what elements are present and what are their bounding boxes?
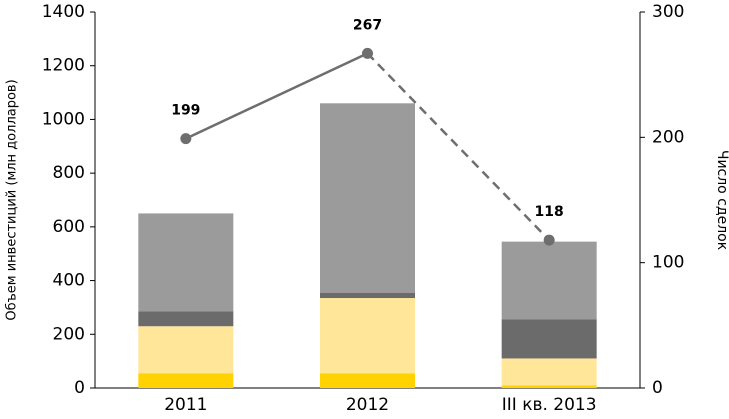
- bar-segment: [501, 358, 597, 386]
- bar-segment: [138, 213, 234, 312]
- bar-segment: [138, 311, 234, 327]
- y-tick-label: 1200: [42, 56, 85, 76]
- y-tick-label: 1400: [42, 2, 85, 22]
- line-point: [180, 133, 192, 145]
- y2-tick-label: 300: [652, 2, 684, 22]
- y2-tick-label: 0: [652, 378, 663, 398]
- bar-segment: [320, 298, 415, 374]
- y-tick-label: 800: [53, 163, 85, 183]
- x-tick-label: III кв. 2013: [502, 395, 597, 415]
- y-tick-label: 0: [74, 378, 85, 398]
- x-tick-label: 2012: [346, 395, 389, 415]
- bar-segment: [320, 103, 415, 293]
- line-segment: [366, 52, 551, 241]
- y-tick-label: 1000: [42, 109, 85, 129]
- y-tick-label: 200: [53, 324, 85, 344]
- y-tick-label: 400: [53, 271, 85, 291]
- bar-segment: [501, 319, 597, 359]
- x-tick-label: 2011: [164, 395, 207, 415]
- bar-segment: [501, 241, 597, 320]
- data-label: 118: [535, 204, 564, 220]
- y2-tick-label: 200: [652, 127, 684, 147]
- y-axis-label: Объем инвестиций (млн долларов): [5, 79, 20, 320]
- data-label: 199: [171, 103, 200, 119]
- bar-segment: [501, 385, 597, 388]
- bar-segment: [138, 373, 234, 388]
- line-point: [362, 47, 373, 59]
- bar-segment: [320, 292, 415, 299]
- y2-axis-label: Число сделок: [714, 150, 729, 250]
- data-label: 267: [353, 17, 382, 33]
- line-segment: [185, 52, 369, 140]
- line-point: [543, 234, 555, 246]
- y2-tick-label: 100: [652, 253, 684, 273]
- bar-segment: [320, 373, 415, 388]
- bar-segment: [138, 326, 234, 374]
- y-tick-label: 600: [53, 217, 85, 237]
